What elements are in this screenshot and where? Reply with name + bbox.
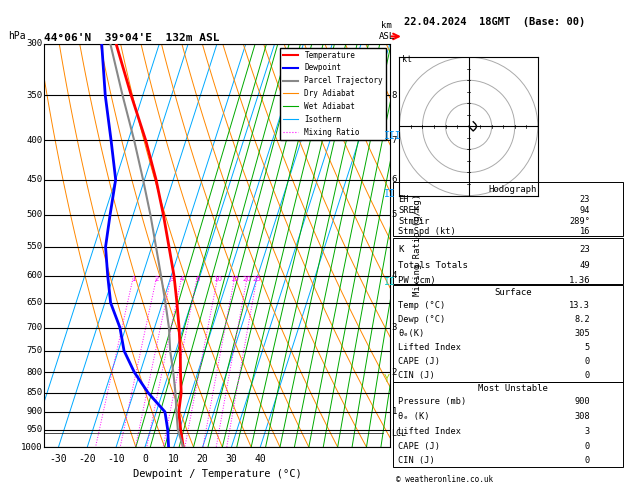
Text: 25: 25 [253,276,262,282]
Text: 450: 450 [26,175,43,184]
Text: 5: 5 [391,210,397,219]
Text: Lifted Index: Lifted Index [398,344,461,352]
Text: 0: 0 [142,454,148,464]
Text: Temp (°C): Temp (°C) [398,301,445,311]
Text: 308: 308 [574,412,590,421]
Text: 5: 5 [585,344,590,352]
Text: 23: 23 [579,195,590,204]
Text: CAPE (J): CAPE (J) [398,357,440,366]
Legend: Temperature, Dewpoint, Parcel Trajectory, Dry Adiabat, Wet Adiabat, Isotherm, Mi: Temperature, Dewpoint, Parcel Trajectory… [280,48,386,139]
Text: 900: 900 [26,407,43,417]
Text: 0: 0 [585,371,590,381]
Text: 1: 1 [131,276,136,282]
Text: 1000: 1000 [21,443,43,451]
Text: Dewp (°C): Dewp (°C) [398,315,445,325]
Text: 6: 6 [195,276,199,282]
Text: II: II [384,190,396,199]
Text: III: III [384,131,401,141]
Text: Dewpoint / Temperature (°C): Dewpoint / Temperature (°C) [133,469,301,479]
Text: 10: 10 [213,276,223,282]
Text: 600: 600 [26,272,43,280]
Text: 700: 700 [26,323,43,332]
Text: 0: 0 [585,441,590,451]
Text: 8: 8 [391,91,397,100]
Text: θₑ (K): θₑ (K) [398,412,430,421]
Text: K: K [398,245,404,254]
Text: II: II [384,277,396,287]
Text: 350: 350 [26,91,43,100]
Text: PW (cm): PW (cm) [398,276,436,285]
Text: SREH: SREH [398,206,419,215]
Text: 300: 300 [26,39,43,48]
Text: 1: 1 [391,407,397,417]
Text: 550: 550 [26,243,43,251]
Text: θₑ(K): θₑ(K) [398,330,425,338]
Text: 15: 15 [230,276,240,282]
Text: 3: 3 [391,323,397,332]
Text: 900: 900 [574,398,590,406]
Text: 44°06'N  39°04'E  132m ASL: 44°06'N 39°04'E 132m ASL [44,33,220,43]
Text: CAPE (J): CAPE (J) [398,441,440,451]
Text: 6: 6 [391,175,397,184]
Text: 2: 2 [155,276,159,282]
Text: -30: -30 [50,454,67,464]
Text: 750: 750 [26,346,43,355]
Text: 4: 4 [180,276,184,282]
Text: CIN (J): CIN (J) [398,456,435,465]
Text: hPa: hPa [8,31,26,41]
Text: 13.3: 13.3 [569,301,590,311]
Text: 400: 400 [26,136,43,145]
Text: 3: 3 [169,276,174,282]
Text: Mixing Ratio (g/kg): Mixing Ratio (g/kg) [413,194,422,296]
Text: 23: 23 [579,245,590,254]
Text: Surface: Surface [494,288,532,297]
Text: 8.2: 8.2 [574,315,590,325]
Text: CIN (J): CIN (J) [398,371,435,381]
Text: 10: 10 [168,454,180,464]
Text: 2: 2 [391,368,397,377]
Text: Lifted Index: Lifted Index [398,427,461,436]
Text: 0: 0 [585,456,590,465]
Text: 800: 800 [26,368,43,377]
Text: 650: 650 [26,298,43,307]
Text: 289°: 289° [569,217,590,226]
Text: 22.04.2024  18GMT  (Base: 00): 22.04.2024 18GMT (Base: 00) [404,17,585,27]
Text: 950: 950 [26,425,43,434]
Text: EH: EH [398,195,409,204]
Text: 0: 0 [585,357,590,366]
Text: 49: 49 [579,260,590,270]
Text: © weatheronline.co.uk: © weatheronline.co.uk [396,474,493,484]
Text: -20: -20 [79,454,96,464]
Text: 305: 305 [574,330,590,338]
Text: 850: 850 [26,388,43,397]
Text: 20: 20 [197,454,208,464]
Text: 16: 16 [579,227,590,236]
Text: StmSpd (kt): StmSpd (kt) [398,227,456,236]
Text: 3: 3 [585,427,590,436]
Text: 1.36: 1.36 [569,276,590,285]
Text: Most Unstable: Most Unstable [478,384,548,393]
Text: km
ASL: km ASL [379,21,395,41]
Text: -10: -10 [108,454,125,464]
Text: Totals Totals: Totals Totals [398,260,468,270]
Text: Hodograph: Hodograph [489,185,537,193]
Text: StmDir: StmDir [398,217,430,226]
Text: LCL: LCL [391,429,406,438]
Text: 40: 40 [254,454,266,464]
Text: Pressure (mb): Pressure (mb) [398,398,467,406]
Text: Y: Y [384,374,389,384]
Text: kt: kt [402,55,412,64]
Text: 30: 30 [226,454,237,464]
Text: 94: 94 [579,206,590,215]
Text: 500: 500 [26,210,43,219]
Text: 7: 7 [391,136,397,145]
Text: 20: 20 [243,276,252,282]
Text: 4: 4 [391,272,397,280]
